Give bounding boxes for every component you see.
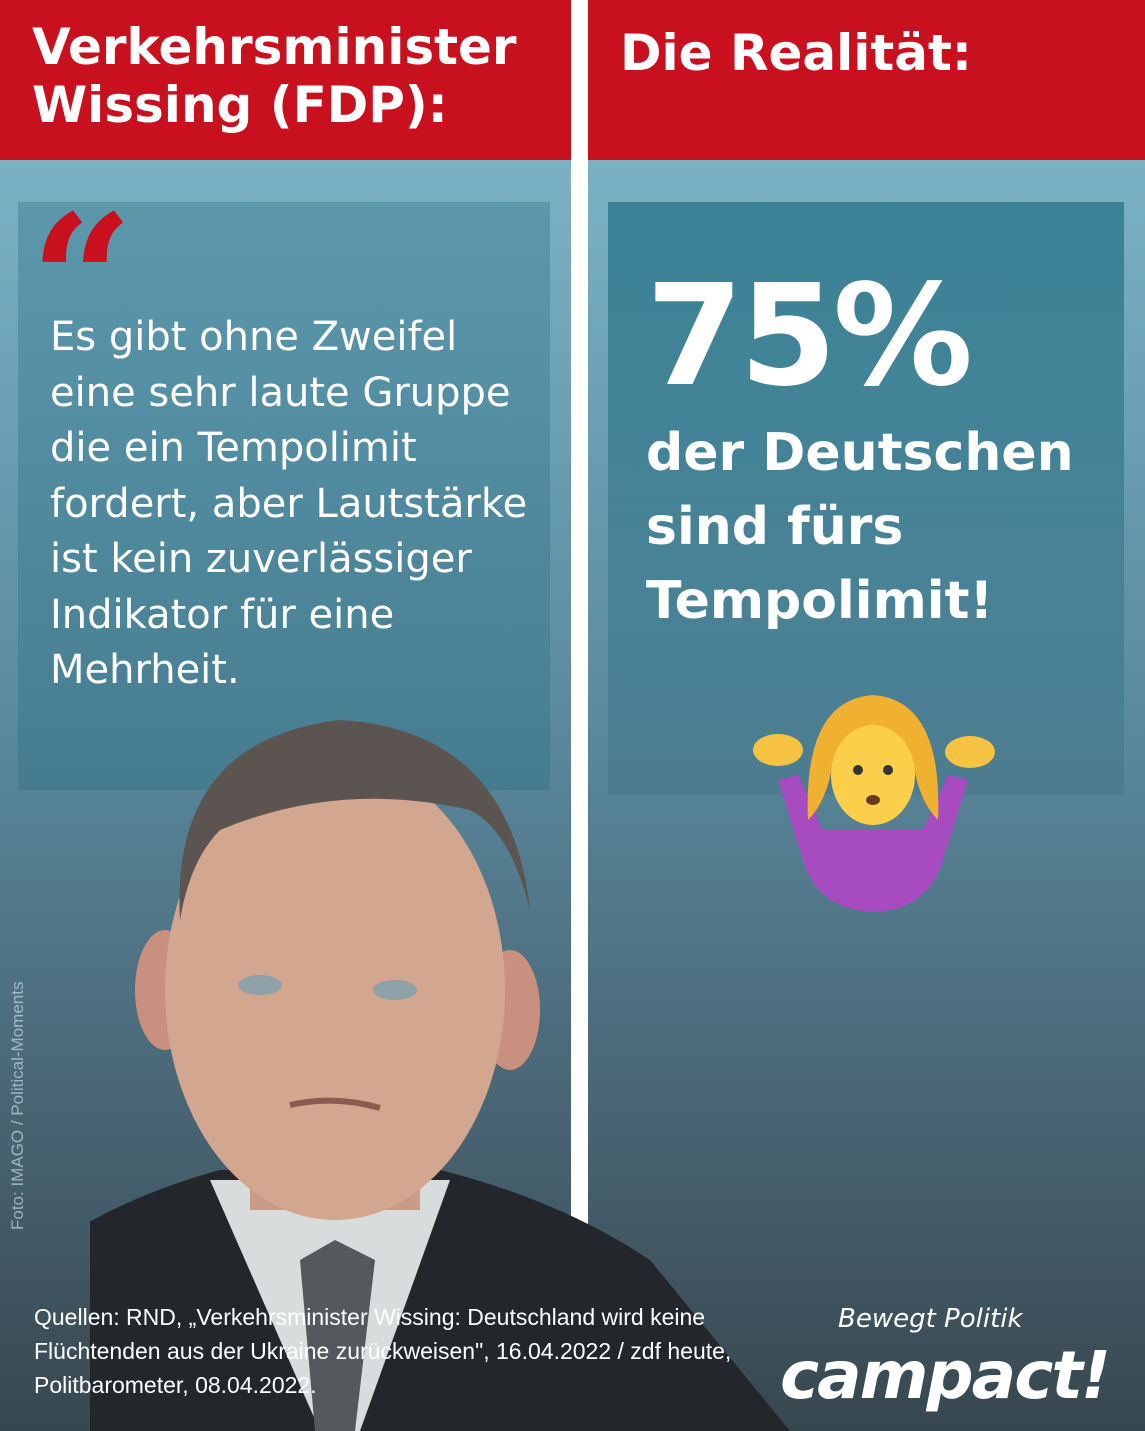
stat-line2: sind fürs xyxy=(646,497,904,557)
left-header-line1: Verkehrsminister xyxy=(32,18,517,76)
stat-line1: der Deutschen xyxy=(646,423,1074,483)
quote-box xyxy=(18,202,550,790)
left-header-line2: Wissing (FDP): xyxy=(32,76,448,134)
stat-percent: 75% xyxy=(646,255,973,418)
stat-line3: Tempolimit! xyxy=(646,571,994,631)
quote-mark-icon: “ xyxy=(30,176,134,387)
sources-text: Quellen: RND, „Verkehrsminister Wissing:… xyxy=(34,1304,732,1398)
left-header: Verkehrsminister Wissing (FDP): xyxy=(0,0,571,160)
logo-brand: campact! xyxy=(780,1337,1111,1414)
photo-credit: Foto: IMAGO / Political-Moments xyxy=(8,981,27,1230)
right-header: Die Realität: xyxy=(588,0,1145,160)
quote-text: Es gibt ohne Zweifel eine sehr laute Gru… xyxy=(50,314,528,693)
stat-text: der Deutschen sind fürs Tempolimit! xyxy=(646,416,1074,638)
logo-slogan: Bewegt Politik xyxy=(838,1304,1023,1334)
minister-photo xyxy=(90,720,790,1431)
person-shrugging-icon xyxy=(753,695,995,912)
divider xyxy=(571,0,588,1240)
